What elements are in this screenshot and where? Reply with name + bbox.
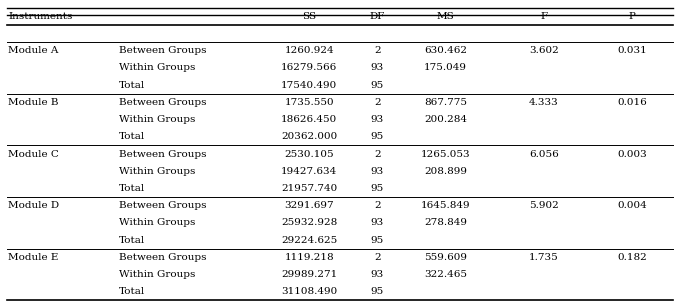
Text: Within Groups: Within Groups [119,63,195,72]
Text: Module E: Module E [8,253,58,262]
Text: Between Groups: Between Groups [119,98,207,107]
Text: 3.602: 3.602 [529,46,559,55]
Text: 93: 93 [371,167,384,176]
Text: 867.775: 867.775 [424,98,467,107]
Text: Total: Total [119,236,146,245]
Text: 21957.740: 21957.740 [282,184,337,193]
Text: 0.004: 0.004 [617,201,647,210]
Text: 2: 2 [374,149,381,159]
Text: 0.003: 0.003 [617,149,647,159]
Text: 95: 95 [371,81,384,90]
Text: MS: MS [437,12,454,21]
Text: Module C: Module C [8,149,59,159]
Text: 3291.697: 3291.697 [285,201,334,210]
Text: 4.333: 4.333 [529,98,559,107]
Text: Within Groups: Within Groups [119,167,195,176]
Text: 1119.218: 1119.218 [285,253,334,262]
Text: Total: Total [119,287,146,296]
Text: 18626.450: 18626.450 [282,115,337,124]
Text: 1.735: 1.735 [529,253,559,262]
Text: 29224.625: 29224.625 [282,236,337,245]
Text: 322.465: 322.465 [424,270,467,279]
Text: 31108.490: 31108.490 [282,287,337,296]
Text: 20362.000: 20362.000 [282,132,337,141]
Text: 93: 93 [371,270,384,279]
Text: 278.849: 278.849 [424,218,467,228]
Text: Module A: Module A [8,46,58,55]
Text: Within Groups: Within Groups [119,270,195,279]
Text: 16279.566: 16279.566 [282,63,337,72]
Text: 95: 95 [371,184,384,193]
Text: Between Groups: Between Groups [119,253,207,262]
Text: 1645.849: 1645.849 [421,201,470,210]
Text: 29989.271: 29989.271 [282,270,337,279]
Text: 2: 2 [374,253,381,262]
Text: 1265.053: 1265.053 [421,149,470,159]
Text: 630.462: 630.462 [424,46,467,55]
Text: 17540.490: 17540.490 [282,81,337,90]
Text: 1735.550: 1735.550 [285,98,334,107]
Text: 95: 95 [371,132,384,141]
Text: 6.056: 6.056 [529,149,559,159]
Text: 2: 2 [374,46,381,55]
Text: Between Groups: Between Groups [119,201,207,210]
Text: 2: 2 [374,98,381,107]
Text: 5.902: 5.902 [529,201,559,210]
Text: F: F [541,12,547,21]
Text: 1260.924: 1260.924 [285,46,334,55]
Text: Between Groups: Between Groups [119,46,207,55]
Text: 0.031: 0.031 [617,46,647,55]
Text: 19427.634: 19427.634 [282,167,337,176]
Text: SS: SS [303,12,316,21]
Text: 93: 93 [371,115,384,124]
Text: 25932.928: 25932.928 [282,218,337,228]
Text: 95: 95 [371,287,384,296]
Text: Within Groups: Within Groups [119,115,195,124]
Text: 2: 2 [374,201,381,210]
Text: Total: Total [119,184,146,193]
Text: Within Groups: Within Groups [119,218,195,228]
Text: 208.899: 208.899 [424,167,467,176]
Text: 2530.105: 2530.105 [285,149,334,159]
Text: DF: DF [370,12,385,21]
Text: Total: Total [119,132,146,141]
Text: 559.609: 559.609 [424,253,467,262]
Text: 95: 95 [371,236,384,245]
Text: 175.049: 175.049 [424,63,467,72]
Text: 200.284: 200.284 [424,115,467,124]
Text: Total: Total [119,81,146,90]
Text: Instruments: Instruments [8,12,73,21]
Text: 0.016: 0.016 [617,98,647,107]
Text: Module D: Module D [8,201,59,210]
Text: 93: 93 [371,63,384,72]
Text: P: P [629,12,636,21]
Text: Between Groups: Between Groups [119,149,207,159]
Text: Module B: Module B [8,98,58,107]
Text: 93: 93 [371,218,384,228]
Text: 0.182: 0.182 [617,253,647,262]
